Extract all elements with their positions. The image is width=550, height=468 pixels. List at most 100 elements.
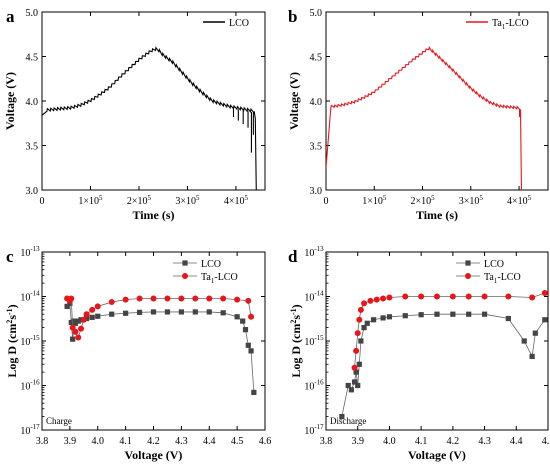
data-point <box>521 338 527 344</box>
panel-label: c <box>6 247 14 266</box>
data-point <box>178 295 185 302</box>
y-axis-label: Voltage (V) <box>287 72 301 130</box>
data-point <box>248 348 254 354</box>
legend-label: Ta1-LCO <box>492 18 529 31</box>
y-tick-label: 3.5 <box>310 142 323 153</box>
x-tick-label: 3×105 <box>459 194 484 207</box>
series-line <box>42 46 257 190</box>
data-point <box>150 295 157 302</box>
x-tick-label: 4.4 <box>510 436 523 447</box>
data-point <box>434 293 440 300</box>
data-point <box>532 330 538 336</box>
x-tick-label: 4.5 <box>542 436 550 447</box>
legend-marker <box>465 260 471 266</box>
panel-label: a <box>6 7 15 26</box>
data-point <box>380 295 387 302</box>
legend-marker <box>182 273 188 279</box>
data-point <box>68 319 74 326</box>
legend-label: Ta1-LCO <box>484 272 521 285</box>
data-point <box>245 297 252 304</box>
data-point <box>248 313 255 320</box>
data-point <box>80 316 87 323</box>
x-tick-label: 4.4 <box>203 436 216 447</box>
x-axis-label: Time (s) <box>416 208 458 222</box>
data-point <box>123 310 129 316</box>
y-tick-label: 4.5 <box>26 53 39 64</box>
panel-a: a 0 1×105 2×105 3×105 4×105 3.0 3.5 4.0 4.5 5.0 Tim… <box>3 7 266 222</box>
y-tick-label: 10-15 <box>304 334 324 348</box>
data-point <box>357 306 364 313</box>
data-point <box>351 379 358 385</box>
data-point <box>136 309 143 315</box>
data-point <box>450 311 456 317</box>
x-tick-label: 1×105 <box>362 194 387 207</box>
data-point <box>84 315 90 322</box>
x-tick-label: 4×105 <box>507 194 532 207</box>
x-tick-label: 4.2 <box>447 436 460 447</box>
x-tick-label: 4.1 <box>415 436 428 447</box>
data-point <box>505 315 511 322</box>
data-point <box>72 328 79 335</box>
data-point <box>136 295 143 302</box>
data-point <box>351 364 358 371</box>
data-point <box>373 296 380 303</box>
plot-frame <box>325 11 549 191</box>
data-point <box>240 318 246 324</box>
x-tick-label: 4.3 <box>175 436 188 447</box>
series-line <box>66 302 255 393</box>
data-point <box>68 295 75 302</box>
y-tick-label: 10-14 <box>20 290 40 304</box>
data-point <box>64 303 70 309</box>
panel-c: c 3.8 3.9 4.0 4.1 4.2 4.3 4.4 4.5 4.6 10-17 10-16 10… <box>5 245 271 462</box>
data-point <box>234 314 240 320</box>
x-tick-label: 3.9 <box>351 436 364 447</box>
x-tick-label: 4.5 <box>231 436 244 447</box>
y-tick-label: 4.5 <box>310 53 323 64</box>
x-tick-label: 2×105 <box>127 194 152 207</box>
y-tick-label: 3.0 <box>26 186 39 197</box>
y-tick-label: 4.0 <box>26 97 39 108</box>
data-point <box>108 299 115 306</box>
y-tick-label: 3.5 <box>26 142 39 153</box>
series-2 <box>351 289 548 371</box>
series-2 <box>64 295 255 341</box>
data-point <box>206 309 212 315</box>
data-point <box>192 295 199 302</box>
x-axis-label: Voltage (V) <box>125 448 183 462</box>
plot-area <box>42 46 257 190</box>
data-point <box>206 295 213 302</box>
legend: Ta1-LCO <box>466 18 529 31</box>
panel-d: d 3.8 3.9 4.0 4.1 4.2 4.3 4.4 4.5 10-17 10-16 10-15… <box>288 245 550 462</box>
x-tick-label: 0 <box>40 196 45 207</box>
data-point <box>75 318 81 324</box>
data-point <box>122 296 129 303</box>
legend: LCO <box>203 18 249 29</box>
data-point <box>109 311 115 317</box>
x-tick-label: 3×105 <box>175 194 200 207</box>
y-tick-label: 4.0 <box>310 97 323 108</box>
x-tick-label: 4.1 <box>119 436 132 447</box>
legend: LCO Ta1-LCO <box>173 259 238 285</box>
data-point <box>358 338 364 344</box>
data-point <box>529 294 536 301</box>
y-tick-label: 10-15 <box>20 334 40 348</box>
data-point <box>418 293 425 300</box>
series-line <box>341 313 546 417</box>
x-tick-label: 4.3 <box>478 436 491 447</box>
data-point <box>220 295 227 302</box>
panel-label: b <box>288 7 297 26</box>
data-point <box>465 293 472 300</box>
data-point <box>367 297 374 304</box>
x-axis-label: Voltage (V) <box>408 448 466 462</box>
data-point <box>353 369 359 375</box>
data-point <box>339 414 345 420</box>
plot-area <box>339 289 548 420</box>
data-point <box>361 325 367 331</box>
y-tick-label: 5.0 <box>310 8 323 19</box>
panel-label: d <box>288 247 298 266</box>
y-tick-label: 10-14 <box>304 290 324 304</box>
y-tick-label: 3.0 <box>310 186 323 197</box>
data-point <box>234 296 241 303</box>
y-tick-label: 10-17 <box>304 423 324 437</box>
y-tick-label: 10-17 <box>20 423 40 437</box>
